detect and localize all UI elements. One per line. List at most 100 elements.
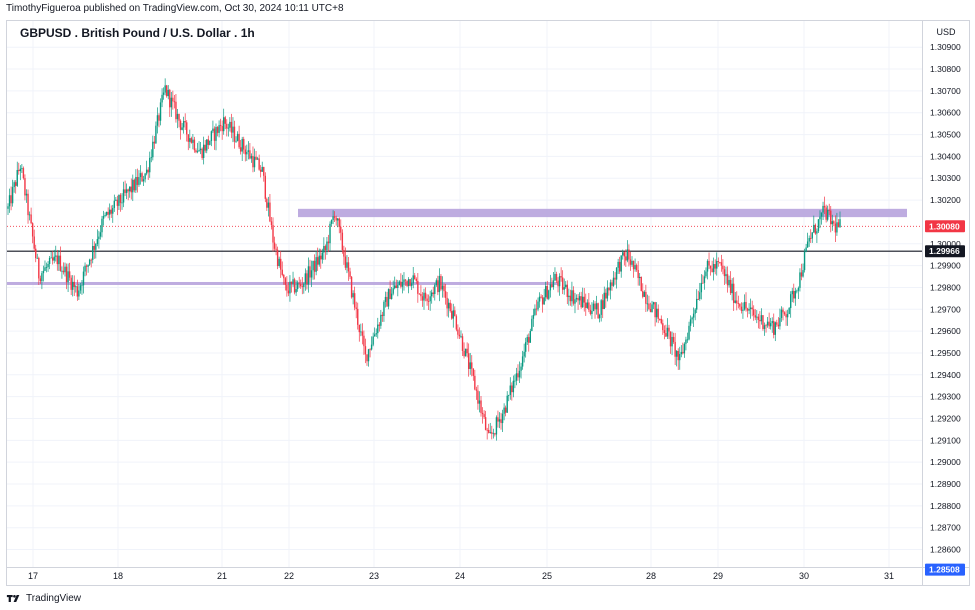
candle-body <box>298 282 300 284</box>
candle-body <box>417 280 419 294</box>
candle-body <box>646 303 649 305</box>
zone-rectangle[interactable] <box>7 281 558 285</box>
candle-body <box>209 141 211 145</box>
candle-body <box>734 300 736 303</box>
candle-body <box>789 294 792 309</box>
y-tick-label: 1.28700 <box>930 523 961 533</box>
candle-body <box>380 314 382 326</box>
candle-body <box>586 302 589 308</box>
candle-body <box>635 265 638 270</box>
candle-body <box>335 217 337 221</box>
candle-body <box>355 307 357 309</box>
candle-body <box>554 273 556 281</box>
candle-body <box>756 316 758 318</box>
candle-body <box>605 292 607 299</box>
candle-body <box>389 289 391 300</box>
candle-body <box>706 260 709 272</box>
candle-body <box>235 140 237 142</box>
footer: TradingView <box>6 591 81 605</box>
candle-body <box>575 297 578 300</box>
candle-body <box>213 128 216 141</box>
candle-body <box>93 245 95 250</box>
candle-body <box>88 259 91 265</box>
currency-label[interactable]: USD <box>936 27 956 37</box>
candle-body <box>36 257 38 259</box>
candle-body <box>42 270 45 274</box>
candle-body <box>233 126 236 142</box>
author-name[interactable]: TimothyFigueroa <box>6 3 81 14</box>
candle-body <box>628 249 630 260</box>
candle-body <box>617 261 619 268</box>
candle-body <box>350 276 353 298</box>
candle-body <box>247 150 250 152</box>
x-tick-label: 22 <box>284 571 294 581</box>
candle-body <box>520 366 522 371</box>
candle-body <box>574 299 576 304</box>
candle-body <box>568 295 570 297</box>
candle-body <box>92 245 94 260</box>
candle-body <box>250 155 253 159</box>
candle-body <box>347 262 350 272</box>
candle-body <box>719 261 721 263</box>
candle-body <box>589 309 592 314</box>
x-tick-label: 17 <box>28 571 38 581</box>
candle-body <box>492 433 495 435</box>
zone-rectangle[interactable] <box>298 208 907 218</box>
candle-body <box>763 325 766 329</box>
candle-body <box>677 350 679 361</box>
candle-body <box>594 303 596 310</box>
candle-body <box>394 285 396 289</box>
candle-body <box>330 220 333 224</box>
candle-body <box>757 316 760 320</box>
candle-body <box>534 308 536 315</box>
candle-body <box>720 262 723 266</box>
candle-body <box>105 211 108 216</box>
candle-body <box>558 276 561 287</box>
candle-body <box>161 94 163 103</box>
price-tag-low[interactable] <box>925 563 965 576</box>
footer-brand[interactable]: TradingView <box>26 592 82 604</box>
price-tag-label: 1.30080 <box>929 221 960 231</box>
candle-body <box>480 400 482 413</box>
x-tick-label: 31 <box>884 571 894 581</box>
candle-body <box>484 417 487 430</box>
candle-body <box>711 268 713 273</box>
price-tag-last[interactable] <box>925 220 965 233</box>
y-tick-label: 1.29300 <box>930 392 961 402</box>
candle-body <box>541 297 544 305</box>
candle-body <box>104 215 106 217</box>
candle-body <box>560 276 562 278</box>
candle-body <box>563 287 565 290</box>
candle-body <box>623 252 625 257</box>
candle-body <box>745 301 747 309</box>
candle-body <box>229 121 231 128</box>
price-tag-level[interactable] <box>925 245 965 258</box>
candle-body <box>471 362 473 369</box>
candle-body <box>236 133 239 141</box>
candle-body <box>420 293 422 297</box>
candle-body <box>486 429 488 431</box>
candle-body <box>680 351 683 355</box>
candle-body <box>357 308 359 325</box>
candle-body <box>144 173 146 180</box>
candle-body <box>373 334 376 337</box>
chart-frame[interactable] <box>6 20 970 586</box>
candle-body <box>773 321 775 335</box>
candle-body <box>762 315 764 329</box>
candle-body <box>58 255 60 265</box>
publish-details: published on TradingView.com, Oct 30, 20… <box>83 3 344 14</box>
candle-body <box>407 279 410 287</box>
candle-body <box>432 292 434 295</box>
candle-body <box>284 278 287 285</box>
candle-body <box>377 324 379 334</box>
candle-body <box>532 314 535 319</box>
candle-body <box>737 303 740 304</box>
candle-body <box>802 270 804 277</box>
candle-body <box>446 297 448 309</box>
candle-body <box>708 260 710 266</box>
candle-body <box>304 273 307 284</box>
candle-body <box>232 126 234 133</box>
candle-body <box>130 186 132 193</box>
candle-body <box>96 239 99 244</box>
